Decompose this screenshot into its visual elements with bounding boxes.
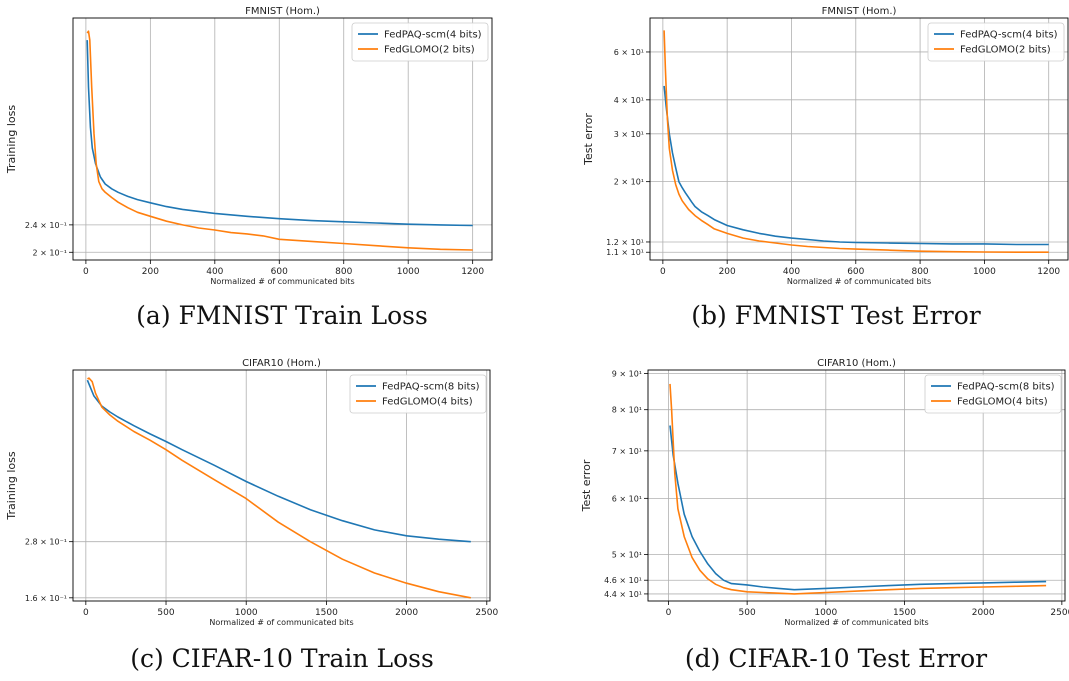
legend-label-1: FedGLOMO(2 bits) bbox=[384, 45, 475, 56]
legend: FedPAQ-scm(4 bits) FedGLOMO(2 bits) bbox=[927, 22, 1065, 62]
plot-frame bbox=[72, 17, 493, 261]
y-axis-label: Test error bbox=[582, 113, 595, 166]
x-tick-label: 0 bbox=[666, 608, 672, 618]
x-tick-label: 1500 bbox=[315, 608, 338, 618]
series-line-0 bbox=[86, 40, 473, 227]
legend-box bbox=[927, 22, 1065, 62]
legend-label-1: FedGLOMO(2 bits) bbox=[960, 45, 1051, 56]
y-tick-label: 2.8 × 10⁻¹ bbox=[25, 538, 67, 547]
y-tick-label: 5 × 10¹ bbox=[612, 551, 642, 560]
x-tick-label: 1000 bbox=[397, 267, 420, 277]
x-tick-label: 1200 bbox=[461, 267, 484, 277]
x-tick-label: 0 bbox=[83, 608, 89, 618]
x-tick-label: 2500 bbox=[475, 608, 498, 618]
legend-label-0: FedPAQ-scm(4 bits) bbox=[960, 30, 1058, 41]
plot-frame bbox=[72, 369, 491, 602]
y-tick-label: 6 × 10¹ bbox=[614, 48, 644, 57]
x-tick-label: 1200 bbox=[1037, 267, 1060, 277]
legend-label-1: FedGLOMO(4 bits) bbox=[382, 397, 473, 408]
plot-frame bbox=[647, 369, 1066, 602]
chart-title: CIFAR10 (Hom.) bbox=[817, 358, 896, 369]
y-axis-label: Training loss bbox=[5, 451, 18, 520]
y-tick-label: 8 × 10¹ bbox=[612, 406, 642, 415]
y-tick-label: 2 × 10¹ bbox=[614, 178, 644, 187]
x-axis-label: Normalized # of communicated bits bbox=[209, 618, 353, 627]
legend-box bbox=[351, 22, 489, 62]
x-tick-label: 800 bbox=[911, 267, 928, 277]
x-axis-label: Normalized # of communicated bits bbox=[210, 277, 354, 286]
y-tick-label: 1.1 × 10¹ bbox=[606, 248, 644, 257]
x-tick-label: 600 bbox=[271, 267, 288, 277]
legend: FedPAQ-scm(8 bits) FedGLOMO(4 bits) bbox=[349, 374, 487, 414]
legend-label-0: FedPAQ-scm(8 bits) bbox=[957, 382, 1055, 393]
x-tick-label: 0 bbox=[83, 267, 89, 277]
y-tick-label: 4 × 10¹ bbox=[614, 96, 644, 105]
series-line-1 bbox=[669, 383, 1047, 595]
legend-label-0: FedPAQ-scm(8 bits) bbox=[382, 382, 480, 393]
series-line-0 bbox=[663, 85, 1049, 246]
x-tick-label: 400 bbox=[206, 267, 223, 277]
legend-label-0: FedPAQ-scm(4 bits) bbox=[384, 30, 482, 41]
x-axis-label: Normalized # of communicated bits bbox=[787, 277, 931, 286]
x-tick-label: 200 bbox=[719, 267, 736, 277]
series-line-0 bbox=[86, 379, 471, 543]
chart-title: FMNIST (Hom.) bbox=[245, 6, 320, 17]
y-tick-label: 7 × 10¹ bbox=[612, 447, 642, 456]
x-tick-label: 500 bbox=[157, 608, 174, 618]
y-tick-label: 1.6 × 10⁻¹ bbox=[25, 594, 67, 603]
x-tick-label: 1000 bbox=[973, 267, 996, 277]
caption-c: (c) CIFAR-10 Train Loss bbox=[130, 644, 434, 673]
y-tick-label: 2.4 × 10⁻¹ bbox=[25, 221, 67, 230]
x-tick-label: 500 bbox=[739, 608, 756, 618]
chart-title: FMNIST (Hom.) bbox=[822, 6, 897, 17]
y-tick-label: 2 × 10⁻¹ bbox=[33, 248, 68, 257]
x-tick-label: 600 bbox=[847, 267, 864, 277]
y-tick-label: 4.4 × 10¹ bbox=[604, 590, 642, 599]
legend: FedPAQ-scm(8 bits) FedGLOMO(4 bits) bbox=[924, 374, 1062, 414]
plot-frame bbox=[649, 17, 1069, 261]
x-tick-label: 1000 bbox=[235, 608, 258, 618]
x-tick-label: 400 bbox=[783, 267, 800, 277]
y-axis-label: Test error bbox=[580, 459, 593, 512]
caption-b: (b) FMNIST Test Error bbox=[691, 301, 981, 330]
series-line-1 bbox=[87, 377, 471, 599]
x-axis-label: Normalized # of communicated bits bbox=[784, 618, 928, 627]
y-axis-label: Training loss bbox=[5, 105, 18, 174]
y-tick-label: 4.6 × 10¹ bbox=[604, 576, 642, 585]
x-tick-label: 2500 bbox=[1050, 608, 1069, 618]
series-line-1 bbox=[663, 30, 1049, 253]
x-tick-label: 1500 bbox=[893, 608, 916, 618]
legend-box bbox=[924, 374, 1062, 414]
caption-a: (a) FMNIST Train Loss bbox=[136, 301, 428, 330]
x-tick-label: 800 bbox=[335, 267, 352, 277]
chart-panel-0: FMNIST (Hom.) 0 200 400 600 800 1000 1200 2.4 × … bbox=[5, 6, 493, 286]
y-tick-label: 1.2 × 10¹ bbox=[606, 238, 644, 247]
chart-title: CIFAR10 (Hom.) bbox=[242, 358, 321, 369]
x-tick-label: 2000 bbox=[395, 608, 418, 618]
y-tick-label: 6 × 10¹ bbox=[612, 494, 642, 503]
chart-panel-1: FMNIST (Hom.) 0 200 400 600 800 1000 1200 6 × 10… bbox=[582, 6, 1069, 286]
x-tick-label: 200 bbox=[142, 267, 159, 277]
x-tick-label: 0 bbox=[660, 267, 666, 277]
chart-panel-2: CIFAR10 (Hom.) 0 500 1000 1500 2000 2500 2.8 × … bbox=[5, 358, 499, 627]
series-line-0 bbox=[669, 425, 1047, 591]
legend-label-1: FedGLOMO(4 bits) bbox=[957, 397, 1048, 408]
legend: FedPAQ-scm(4 bits) FedGLOMO(2 bits) bbox=[351, 22, 489, 62]
y-tick-label: 9 × 10¹ bbox=[612, 369, 642, 378]
legend-box bbox=[349, 374, 487, 414]
x-tick-label: 2000 bbox=[972, 608, 995, 618]
caption-d: (d) CIFAR-10 Test Error bbox=[684, 644, 988, 673]
chart-panel-3: CIFAR10 (Hom.) 0 500 1000 1500 2000 2500 9 × 10… bbox=[580, 358, 1069, 627]
y-tick-label: 3 × 10¹ bbox=[614, 130, 644, 139]
series-line-1 bbox=[86, 30, 473, 251]
x-tick-label: 1000 bbox=[814, 608, 837, 618]
